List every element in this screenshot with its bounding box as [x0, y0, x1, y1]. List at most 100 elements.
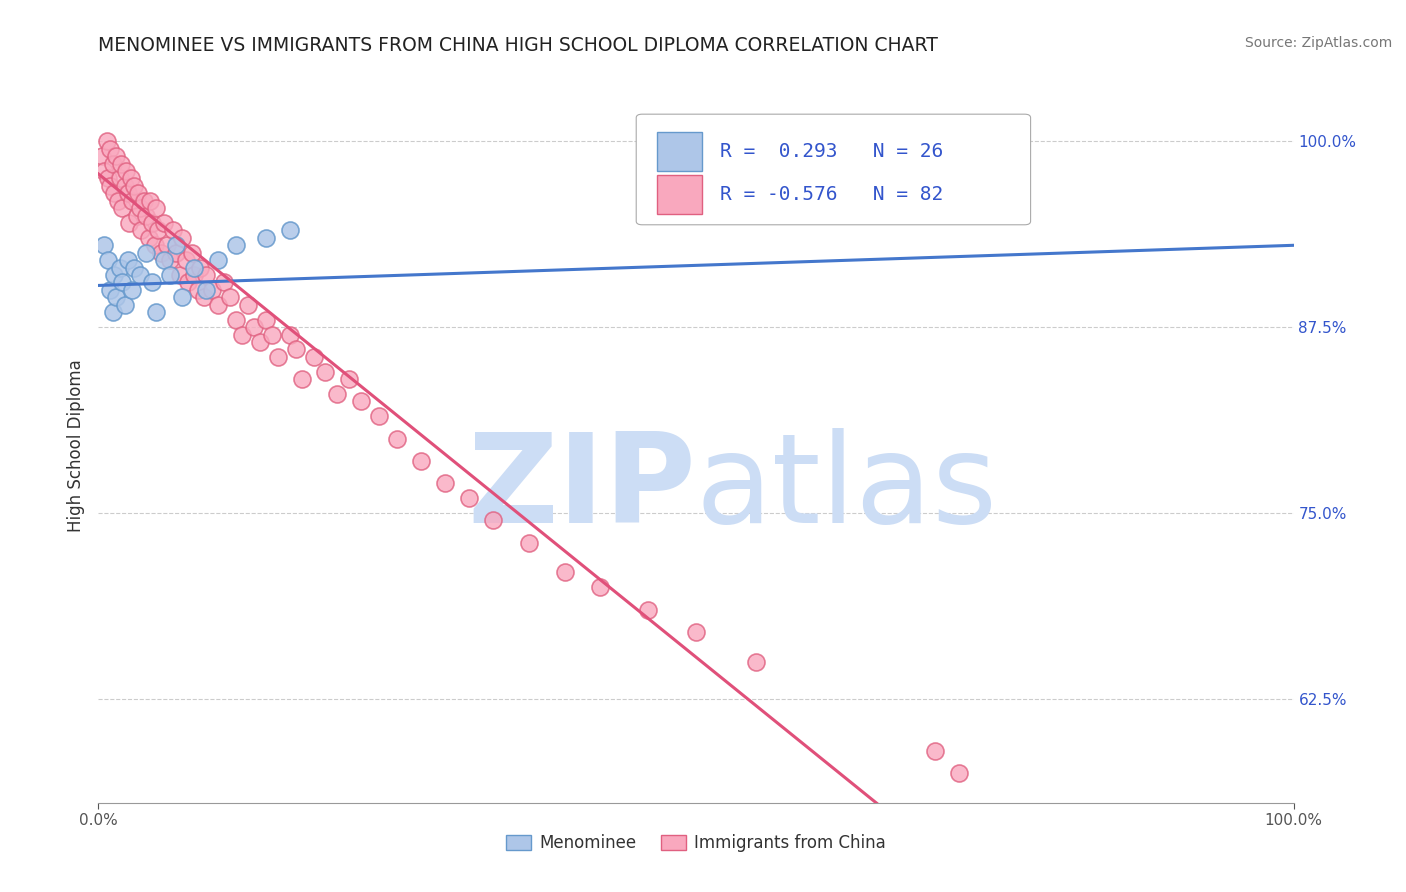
Y-axis label: High School Diploma: High School Diploma — [66, 359, 84, 533]
Point — [91, 149, 114, 163]
Point — [254, 231, 277, 245]
Point — [165, 238, 187, 252]
Point — [225, 238, 247, 252]
Point — [115, 164, 138, 178]
Point — [637, 602, 659, 616]
Point — [284, 343, 307, 357]
Legend: Menominee, Immigrants from China: Menominee, Immigrants from China — [499, 828, 893, 859]
Point — [165, 245, 187, 260]
Text: R =  0.293   N = 26: R = 0.293 N = 26 — [720, 142, 943, 161]
Point — [125, 209, 148, 223]
Point — [101, 305, 124, 319]
Point — [132, 194, 155, 208]
Point — [517, 535, 540, 549]
Point — [278, 223, 301, 237]
Point — [195, 283, 218, 297]
Point — [745, 655, 768, 669]
Point — [249, 334, 271, 349]
Point — [141, 276, 163, 290]
Point — [385, 432, 409, 446]
Point — [260, 327, 283, 342]
Point — [124, 178, 146, 193]
Point — [207, 253, 229, 268]
Point — [98, 283, 122, 297]
Point — [105, 149, 128, 163]
Point — [111, 276, 134, 290]
Point — [174, 253, 197, 268]
Point — [118, 216, 141, 230]
Point — [948, 766, 970, 780]
Point — [97, 253, 120, 268]
FancyBboxPatch shape — [637, 114, 1031, 225]
Point — [231, 327, 253, 342]
Point — [108, 260, 131, 275]
Point — [121, 194, 143, 208]
Point — [105, 290, 128, 304]
Point — [201, 283, 224, 297]
FancyBboxPatch shape — [657, 132, 702, 171]
Point — [93, 238, 115, 252]
Point — [589, 580, 612, 594]
Point — [243, 320, 266, 334]
Point — [121, 283, 143, 297]
Point — [149, 245, 172, 260]
Point — [97, 171, 120, 186]
Point — [267, 350, 290, 364]
Point — [180, 245, 202, 260]
Point — [187, 283, 209, 297]
Point — [101, 156, 124, 170]
Point — [207, 298, 229, 312]
Point — [183, 268, 205, 282]
Point — [110, 156, 132, 170]
Point — [139, 194, 162, 208]
Point — [195, 268, 218, 282]
Point — [368, 409, 391, 424]
Point — [96, 134, 118, 148]
Point — [155, 238, 177, 252]
Text: ZIP: ZIP — [467, 428, 696, 549]
Point — [103, 186, 125, 201]
Point — [924, 744, 946, 758]
Point — [554, 566, 576, 580]
Point — [458, 491, 481, 505]
Point — [153, 253, 176, 268]
Point — [131, 223, 153, 237]
Point — [159, 253, 181, 268]
Point — [145, 201, 167, 215]
Point — [169, 268, 191, 282]
Point — [93, 164, 115, 178]
Point — [434, 476, 457, 491]
Point — [117, 253, 139, 268]
Point — [339, 372, 361, 386]
Point — [117, 186, 139, 201]
Point — [138, 231, 160, 245]
Point — [172, 231, 194, 245]
Point — [193, 290, 215, 304]
Point — [350, 394, 373, 409]
Point — [129, 201, 152, 215]
Point — [188, 260, 211, 275]
Point — [326, 387, 349, 401]
Point — [177, 276, 200, 290]
Point — [129, 268, 152, 282]
Point — [315, 365, 337, 379]
Point — [141, 216, 163, 230]
Point — [172, 290, 194, 304]
Point — [120, 171, 142, 186]
Point — [225, 312, 247, 326]
Text: Source: ZipAtlas.com: Source: ZipAtlas.com — [1244, 36, 1392, 50]
Point — [135, 245, 157, 260]
Point — [159, 268, 181, 282]
Point — [302, 350, 325, 364]
Point — [124, 260, 146, 275]
Point — [183, 260, 205, 275]
Point — [291, 372, 314, 386]
Point — [236, 298, 259, 312]
Point — [481, 513, 505, 527]
Point — [127, 186, 149, 201]
Point — [107, 194, 129, 208]
Point — [219, 290, 242, 304]
Point — [254, 312, 277, 326]
Text: MENOMINEE VS IMMIGRANTS FROM CHINA HIGH SCHOOL DIPLOMA CORRELATION CHART: MENOMINEE VS IMMIGRANTS FROM CHINA HIGH … — [98, 36, 938, 54]
Point — [111, 201, 134, 215]
